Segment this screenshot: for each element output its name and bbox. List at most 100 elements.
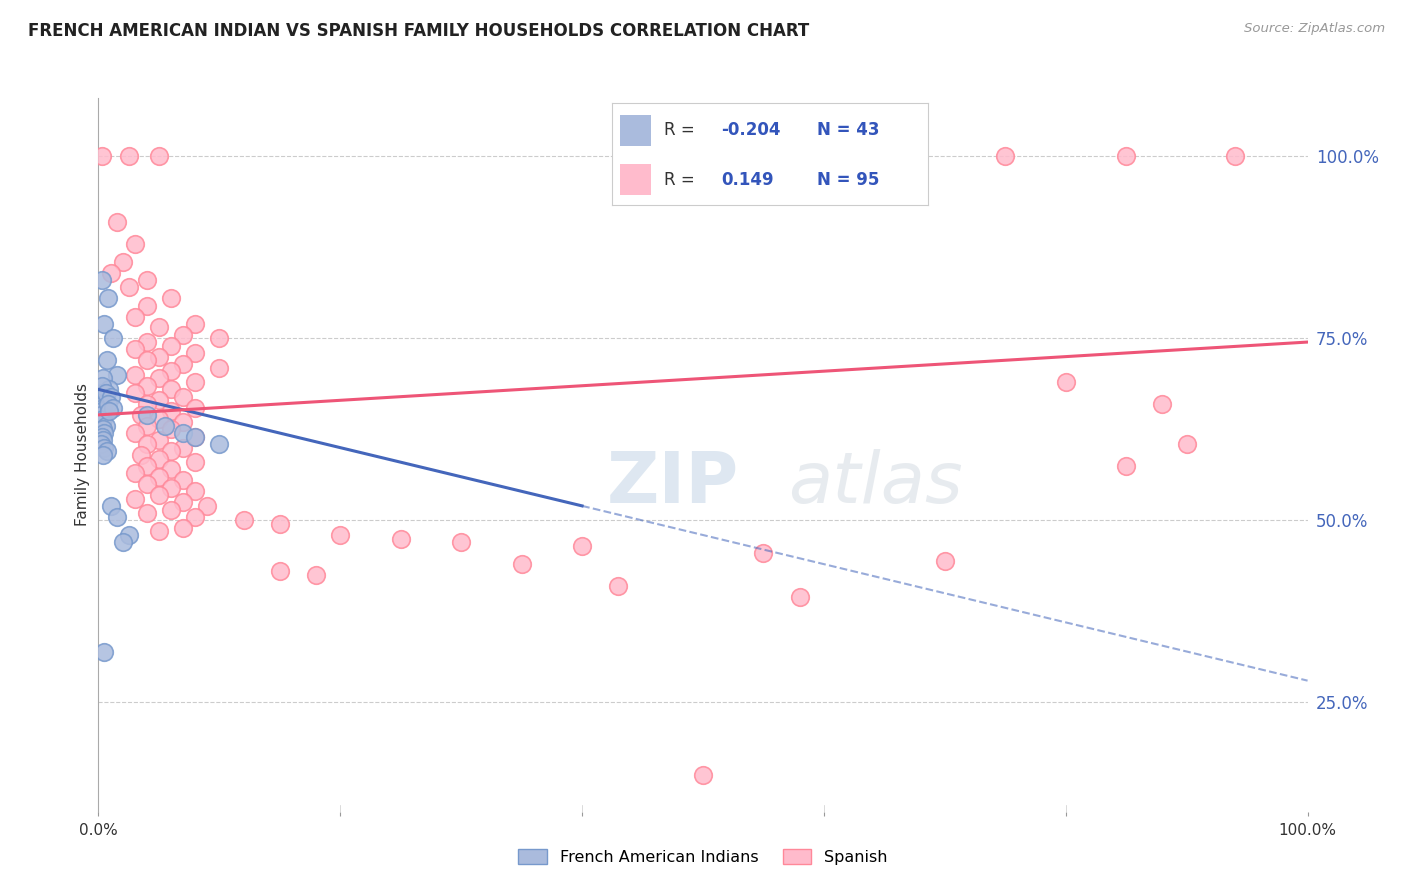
Point: [160, 364, 183, 378]
Point: [184, 317, 207, 331]
Point: [100, 266, 122, 280]
Point: [91, 401, 114, 415]
Point: [101, 401, 124, 415]
Point: [124, 343, 146, 357]
Point: [90, 393, 112, 408]
Text: Source: ZipAtlas.com: Source: ZipAtlas.com: [1244, 22, 1385, 36]
Point: [91, 378, 114, 392]
Point: [148, 411, 170, 425]
Point: [1175, 437, 1198, 451]
Point: [91, 404, 114, 418]
Point: [135, 458, 157, 473]
Point: [118, 528, 141, 542]
Text: -0.204: -0.204: [721, 121, 780, 139]
Point: [111, 535, 134, 549]
Point: [208, 360, 231, 375]
Point: [91, 273, 114, 287]
Point: [135, 408, 157, 422]
Text: atlas: atlas: [787, 449, 962, 518]
Point: [94, 418, 117, 433]
Point: [184, 455, 207, 469]
Point: [148, 320, 170, 334]
Point: [135, 273, 157, 287]
Point: [118, 280, 141, 294]
Point: [101, 331, 124, 345]
Point: [148, 524, 170, 539]
Point: [172, 390, 194, 404]
Point: [148, 371, 170, 385]
Point: [94, 390, 117, 404]
Point: [148, 434, 170, 448]
Point: [184, 346, 207, 360]
Point: [450, 535, 472, 549]
Point: [160, 404, 183, 418]
Point: [172, 426, 194, 441]
Point: [184, 401, 207, 415]
Point: [93, 426, 115, 441]
Point: [510, 557, 533, 571]
Point: [90, 408, 112, 422]
Point: [91, 371, 114, 385]
Point: [105, 215, 128, 229]
Point: [172, 441, 194, 455]
Text: R =: R =: [664, 170, 704, 188]
Point: [96, 353, 118, 368]
Point: [118, 149, 141, 163]
Point: [389, 532, 412, 546]
FancyBboxPatch shape: [620, 115, 651, 145]
Point: [607, 579, 630, 593]
Point: [98, 404, 121, 418]
Point: [305, 568, 328, 582]
Point: [135, 437, 157, 451]
Point: [631, 149, 654, 163]
Point: [148, 451, 170, 466]
Point: [135, 418, 157, 433]
Point: [148, 350, 170, 364]
Point: [153, 418, 176, 433]
Point: [135, 353, 157, 368]
Point: [160, 291, 183, 305]
Point: [124, 426, 146, 441]
Point: [160, 462, 183, 476]
Point: [172, 495, 194, 509]
Point: [269, 565, 291, 579]
Text: R =: R =: [664, 121, 700, 139]
Point: [148, 488, 170, 502]
Point: [148, 149, 170, 163]
Point: [172, 415, 194, 429]
Point: [91, 448, 114, 462]
Text: N = 43: N = 43: [817, 121, 880, 139]
Point: [571, 539, 593, 553]
Point: [184, 375, 207, 389]
Text: ZIP: ZIP: [606, 449, 738, 518]
Point: [100, 390, 122, 404]
Point: [172, 521, 194, 535]
Point: [1152, 397, 1174, 411]
Point: [135, 378, 157, 392]
Y-axis label: Family Households: Family Households: [75, 384, 90, 526]
Point: [208, 331, 231, 345]
Point: [1115, 149, 1137, 163]
Point: [994, 149, 1017, 163]
Point: [172, 357, 194, 371]
Point: [172, 327, 194, 342]
Point: [90, 437, 112, 451]
Point: [124, 310, 146, 324]
Point: [232, 513, 254, 527]
Point: [160, 339, 183, 353]
Point: [752, 546, 775, 560]
Point: [98, 383, 121, 397]
Point: [129, 408, 152, 422]
Point: [100, 499, 122, 513]
Point: [124, 491, 146, 506]
Point: [91, 386, 114, 401]
Point: [129, 448, 152, 462]
Point: [135, 506, 157, 520]
Point: [97, 291, 120, 305]
Legend: French American Indians, Spanish: French American Indians, Spanish: [512, 843, 894, 871]
Point: [94, 386, 117, 401]
Point: [172, 474, 194, 488]
Point: [124, 236, 146, 251]
Point: [135, 477, 157, 491]
Point: [135, 334, 157, 349]
